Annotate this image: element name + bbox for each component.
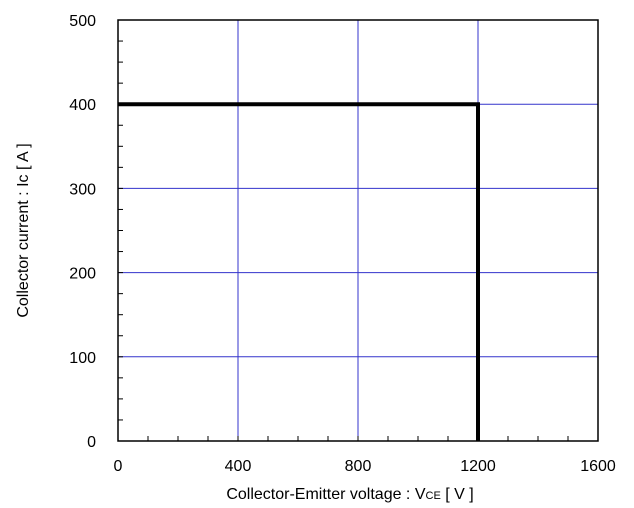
y-axis-title: Collector current : Ic [ A ] <box>15 143 32 317</box>
y-tick-label: 200 <box>69 266 96 283</box>
x-tick-label: 800 <box>345 458 372 475</box>
series-layer <box>118 102 480 441</box>
x-tick-label: 1200 <box>460 458 496 475</box>
x-axis-title-suffix: [ V ] <box>441 486 474 503</box>
x-tick-label: 1600 <box>580 458 616 475</box>
plot-frame <box>117 19 599 442</box>
y-tick-label: 400 <box>69 97 96 114</box>
grid-lines <box>118 20 598 441</box>
soa-series-line <box>118 102 480 441</box>
x-tick-labels: 0 400 800 1200 1600 <box>114 458 616 475</box>
x-tick-label: 0 <box>114 458 123 475</box>
y-tick-label: 300 <box>69 181 96 198</box>
x-axis-title: Collector-Emitter voltage : VCE [ V ] <box>226 486 473 503</box>
x-axis-title-subscript: CE <box>426 490 441 502</box>
x-tick-label: 400 <box>225 458 252 475</box>
y-tick-labels: 0 100 200 300 400 500 <box>69 13 96 451</box>
y-tick-label: 500 <box>69 13 96 30</box>
y-tick-label: 0 <box>87 434 96 451</box>
x-axis-title-prefix: Collector-Emitter voltage : V <box>226 486 426 503</box>
y-tick-label: 100 <box>69 350 96 367</box>
